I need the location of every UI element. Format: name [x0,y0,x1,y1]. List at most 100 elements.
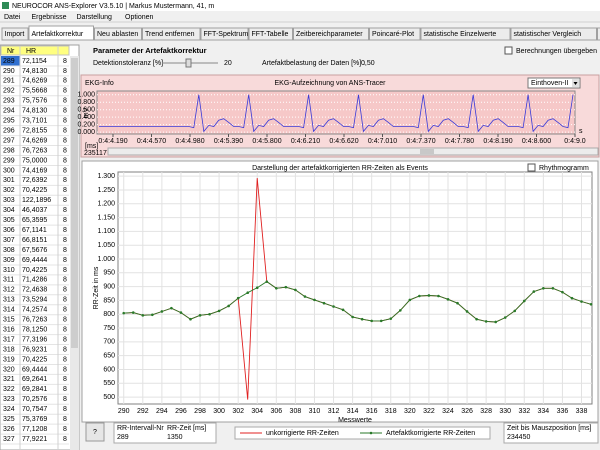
x-tick-label: 320 [404,408,416,415]
table-cell: 8 [63,207,67,214]
menu-bar: Datei Ergebnisse Darstellung Optionen [4,14,154,21]
tab-label: Neu ablasten [97,31,138,38]
tab[interactable] [248,27,293,41]
menu-item[interactable]: Ergebnisse [32,14,67,21]
menu-item[interactable]: Darstellung [77,14,113,21]
table-cell: 8 [63,426,67,433]
data-point [255,286,259,290]
tolerance-value: 20 [224,60,232,67]
legend-label: Artefaktkorrigierte RR-Zeiten [386,430,475,437]
tab[interactable] [1,27,29,41]
checkbox[interactable] [504,46,513,55]
data-point [570,296,574,300]
tab[interactable] [420,27,511,41]
x-tick-label: 302 [232,408,244,415]
data-point [122,311,126,315]
tab[interactable] [28,25,94,41]
data-point [265,280,269,283]
ekg-y-tick-label: 0.400 [77,114,95,121]
data-point [236,296,240,300]
table-cell: 72,1154 [22,58,47,65]
tab[interactable] [293,27,369,41]
table-cell: 8 [63,257,67,264]
table-cell: 74,4169 [22,167,47,174]
table-header [0,45,70,56]
table-cell: 8 [63,297,67,304]
data-point [503,316,507,319]
tab[interactable] [200,27,249,41]
data-point [284,285,288,289]
table-cell: 72,4638 [22,287,47,294]
dropdown-arrow [573,82,578,85]
tolerance-label: Detektionstoleranz [%] [93,60,163,67]
ekg-title: EKG-Aufzeichnung von ANS-Tracer [274,80,386,87]
table-cell: 69,2641 [22,376,47,383]
data-point [484,320,488,323]
data-point [170,306,173,310]
x-tick-label: 308 [290,408,302,415]
ekg-trace [99,94,574,133]
data-point [370,319,373,323]
ekg-y-tick-label: 0.600 [77,107,95,114]
ekg-time-label: 0:4:6.620 [329,138,358,145]
ekg-y-tick-label: 1.000 [77,92,95,99]
table-cell: 74,6269 [22,78,47,85]
data-point [561,290,564,294]
legend-marker [369,431,373,435]
table-cell: 8 [63,147,67,154]
table-cell: 122,1896 [22,197,51,204]
table-cell: 8 [63,227,67,234]
tab[interactable] [369,27,421,41]
tab[interactable] [142,27,201,41]
table-cell: 8 [63,137,67,144]
table-cell: 8 [63,436,67,443]
table-cell: 289 [3,58,15,65]
table-cell: 301 [3,177,15,184]
table-cell: 8 [63,118,67,125]
tab-label: Zeitbereichparameter [296,31,363,38]
help-text: ? [93,429,97,436]
slider-thumb[interactable] [185,58,192,68]
ekg-time-label: 0:4:9.0 [564,138,586,145]
data-point [227,304,230,308]
tab-label: FFT-Spektrum [204,31,249,38]
table-cell: 313 [3,297,15,304]
table-cell: 77,1208 [22,426,47,433]
y-tick-label: 750 [103,325,115,332]
tab-label: Import [5,31,25,38]
tab[interactable] [94,27,142,41]
y-tick-label: 1.050 [97,242,115,249]
ekg-time-label: 0:4:5.800 [252,138,281,145]
table-cell: 74,8130 [22,108,47,115]
legend-items: unkorrigierte RR-Zeiten Artefaktkorrigier… [240,430,475,437]
x-tick-label: 296 [175,408,187,415]
table-cell: 326 [3,426,15,433]
checkbox-label: Berechnungen übergeben [516,48,597,55]
data-point [580,300,583,303]
table-cell: 8 [63,68,67,75]
table-cell: 8 [63,217,67,224]
data-point [522,299,526,303]
table-cell: 322 [3,386,15,393]
tab[interactable] [510,27,597,41]
table-cell: 72,6392 [22,177,47,184]
table-cell: 46,4037 [22,207,47,214]
mouse-value: 234450 [507,434,530,441]
scrollbar-thumb[interactable] [71,58,78,348]
y-tick-label: 1.250 [97,187,115,194]
tab[interactable] [597,27,600,41]
table-cell: 70,4225 [22,267,47,274]
table-cell: 321 [3,376,15,383]
rhythmogram-checkbox[interactable] [527,163,536,172]
ekg-time-label: 0:4:5.390 [214,138,243,145]
menu-item[interactable]: Datei [4,14,21,21]
tab-label: FFT-Tabelle [252,31,289,38]
y-axis-label: RR-Zeit in ms [93,266,100,309]
lead-dropdown[interactable] [527,77,581,89]
table-cell: 297 [3,137,15,144]
menu-item[interactable]: Optionen [125,14,154,21]
data-point [551,286,555,290]
help-button[interactable] [85,422,105,442]
ekg-scroll-thumb[interactable] [420,149,434,154]
ekg-time-label: 0:4:4.980 [175,138,204,145]
